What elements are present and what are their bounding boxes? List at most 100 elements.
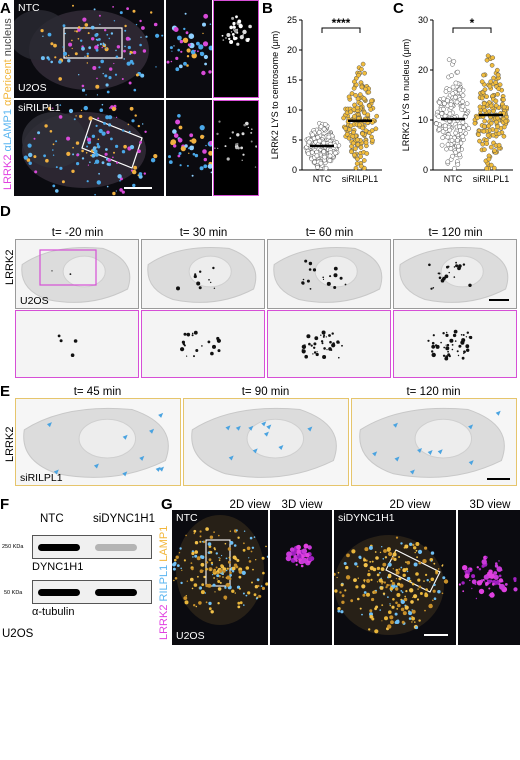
puncta [184, 144, 188, 148]
puncta [395, 570, 400, 575]
puncta [85, 152, 88, 154]
puncta [369, 609, 373, 613]
puncta [210, 610, 214, 614]
data-point [477, 104, 483, 110]
puncta [185, 534, 187, 537]
puncta [199, 166, 204, 171]
puncta [101, 131, 106, 136]
arrowhead-icon [139, 455, 145, 461]
lrrk2-puncta [57, 334, 61, 338]
lrrk2-puncta [451, 348, 454, 351]
puncta [417, 549, 423, 554]
data-point [496, 131, 502, 137]
arrowhead-icon [266, 424, 272, 430]
data-point [355, 137, 360, 143]
puncta [345, 565, 349, 570]
puncta [241, 132, 245, 136]
puncta [341, 594, 345, 598]
puncta [251, 581, 253, 584]
puncta [471, 574, 476, 579]
puncta [383, 549, 387, 553]
puncta [458, 583, 461, 586]
puncta [193, 532, 196, 535]
puncta [243, 542, 245, 545]
data-point [358, 154, 364, 159]
puncta [81, 84, 85, 88]
lrrk2-puncta [333, 266, 338, 271]
data-point [441, 106, 446, 112]
puncta [121, 150, 126, 154]
puncta [95, 84, 100, 89]
roi-box [39, 249, 97, 286]
puncta [68, 42, 73, 47]
puncta [75, 115, 77, 117]
puncta [105, 157, 108, 159]
puncta [106, 33, 109, 36]
y-tick-label: 0 [423, 165, 428, 175]
panel-g-label: G [161, 496, 173, 513]
nucleus [314, 255, 358, 288]
data-point [353, 93, 358, 98]
puncta [413, 594, 418, 599]
puncta [217, 147, 219, 149]
puncta [196, 556, 201, 561]
lrrk2-puncta [462, 334, 465, 336]
puncta [336, 576, 338, 579]
puncta [229, 571, 232, 574]
puncta [382, 592, 386, 595]
significance-bracket [452, 27, 492, 33]
puncta [110, 137, 113, 141]
lrrk2-puncta [193, 330, 198, 335]
lrrk2-puncta [455, 264, 459, 268]
puncta [245, 121, 249, 126]
data-point [352, 114, 357, 119]
puncta [47, 106, 52, 111]
puncta [96, 142, 100, 146]
panel-d-frame-2 [267, 239, 391, 309]
lrrk2-puncta [432, 334, 435, 337]
puncta [389, 587, 394, 591]
puncta [180, 146, 186, 152]
puncta [92, 66, 97, 70]
puncta [224, 542, 227, 545]
puncta [390, 590, 392, 592]
puncta [94, 193, 96, 196]
data-point [447, 111, 453, 117]
lrrk2-puncta [301, 349, 306, 354]
lrrk2-puncta [443, 346, 446, 349]
lrrk2-puncta [213, 287, 216, 289]
lrrk2-puncta [438, 272, 441, 275]
lrrk2-puncta [431, 350, 434, 353]
lrrk2-puncta [442, 276, 446, 280]
puncta [334, 589, 338, 593]
puncta [84, 23, 89, 27]
data-point [451, 59, 457, 64]
arrowhead-icon [394, 456, 400, 462]
puncta [403, 597, 408, 602]
panel-e-frame-0: siRILPL1 [15, 398, 181, 486]
lrrk2-puncta [313, 351, 317, 354]
puncta [415, 549, 418, 552]
data-point [316, 129, 322, 135]
puncta [190, 577, 194, 582]
lrrk2-puncta [326, 281, 331, 286]
puncta [245, 594, 248, 597]
puncta [260, 585, 263, 587]
puncta [209, 140, 212, 146]
puncta [229, 566, 231, 569]
data-point [486, 123, 491, 129]
puncta [474, 583, 477, 586]
puncta [55, 189, 59, 193]
puncta [111, 106, 116, 112]
puncta [94, 152, 99, 157]
puncta [367, 572, 371, 577]
panel-d-time-2: t= 60 min [305, 227, 354, 239]
data-point [484, 94, 489, 99]
puncta [168, 155, 171, 159]
arrowhead-icon [409, 469, 415, 475]
puncta [185, 31, 189, 35]
puncta [85, 94, 87, 96]
puncta [376, 573, 380, 577]
puncta [186, 64, 189, 67]
si-2d-micrograph [334, 535, 449, 636]
